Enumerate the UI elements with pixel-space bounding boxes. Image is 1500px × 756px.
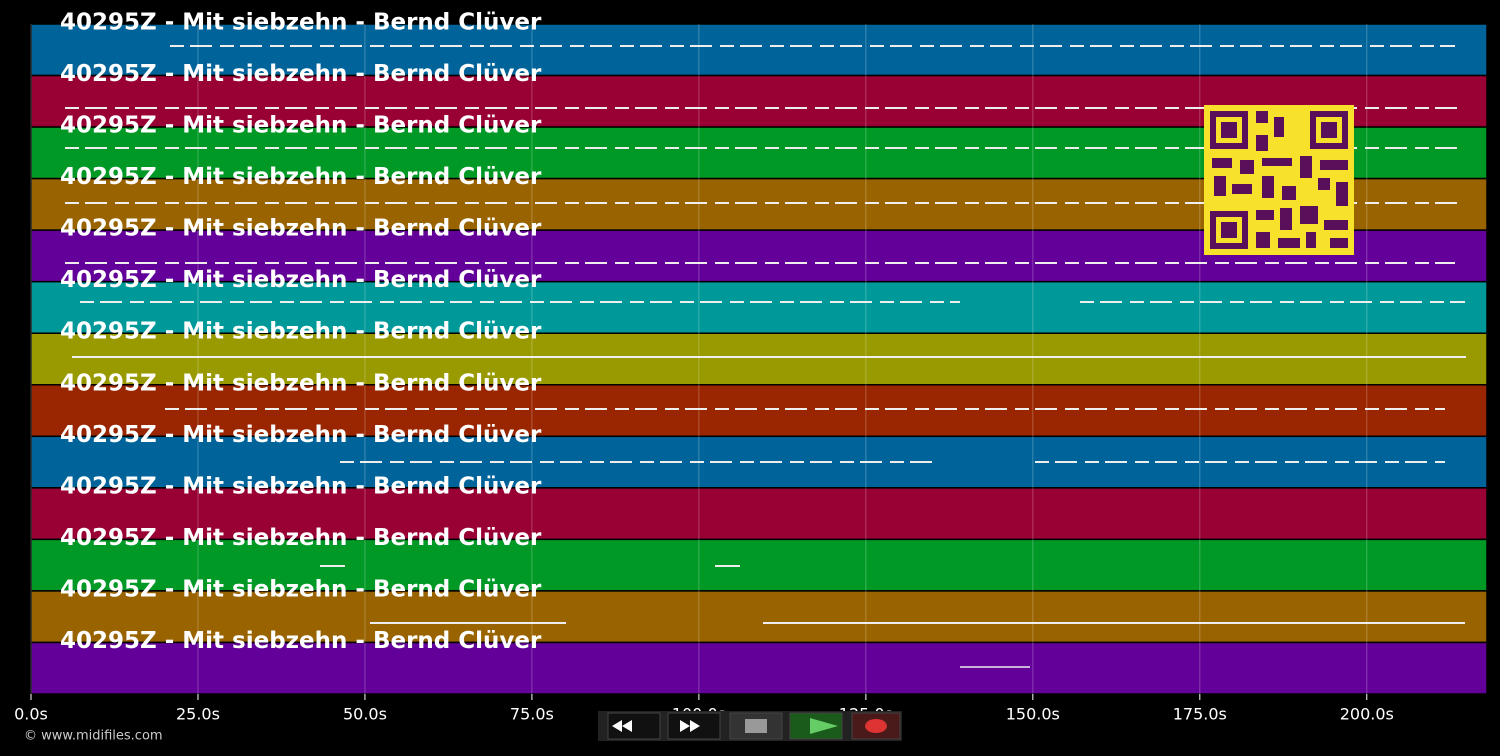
track-lane [30, 384, 1488, 438]
x-tick-label: 75.0s [510, 705, 554, 724]
x-tick-label: 25.0s [176, 705, 220, 724]
track-lane [30, 538, 1488, 592]
grid [30, 24, 1368, 694]
notes [65, 45, 1466, 668]
transport-controls [598, 711, 902, 741]
x-tick-label: 50.0s [343, 705, 387, 724]
x-tick-label: 175.0s [1173, 705, 1227, 724]
track-label: 40295Z - Mit siebzehn - Bernd Clüver [60, 319, 542, 345]
x-tick-label: 0.0s [14, 705, 48, 724]
track-label: 40295Z - Mit siebzehn - Bernd Clüver [60, 422, 542, 448]
x-tick-label: 150.0s [1006, 705, 1060, 724]
copyright: © www.midifiles.com [24, 729, 163, 744]
track-label: 40295Z - Mit siebzehn - Bernd Clüver [60, 10, 542, 36]
track-label: 40295Z - Mit siebzehn - Bernd Clüver [60, 370, 542, 396]
track-label: 40295Z - Mit siebzehn - Bernd Clüver [60, 113, 542, 139]
qr-code [1204, 105, 1354, 255]
stop-button[interactable] [729, 712, 783, 740]
track-label: 40295Z - Mit siebzehn - Bernd Clüver [60, 216, 542, 242]
track-label: 40295Z - Mit siebzehn - Bernd Clüver [60, 628, 542, 654]
track-lane [30, 23, 1488, 77]
track-lane [30, 280, 1488, 334]
track-label: 40295Z - Mit siebzehn - Bernd Clüver [60, 576, 542, 602]
track-label: 40295Z - Mit siebzehn - Bernd Clüver [60, 473, 542, 499]
track-label: 40295Z - Mit siebzehn - Bernd Clüver [60, 61, 542, 87]
track-lane [30, 487, 1488, 541]
track-lane [30, 590, 1488, 644]
track-label: 40295Z - Mit siebzehn - Bernd Clüver [60, 267, 542, 293]
track-lane [30, 641, 1488, 695]
track-label: 40295Z - Mit siebzehn - Bernd Clüver [60, 525, 542, 551]
track-labels: 40295Z - Mit siebzehn - Bernd Clüver 4029… [60, 10, 542, 654]
track-label: 40295Z - Mit siebzehn - Bernd Clüver [60, 164, 542, 190]
x-tick-label: 200.0s [1340, 705, 1394, 724]
